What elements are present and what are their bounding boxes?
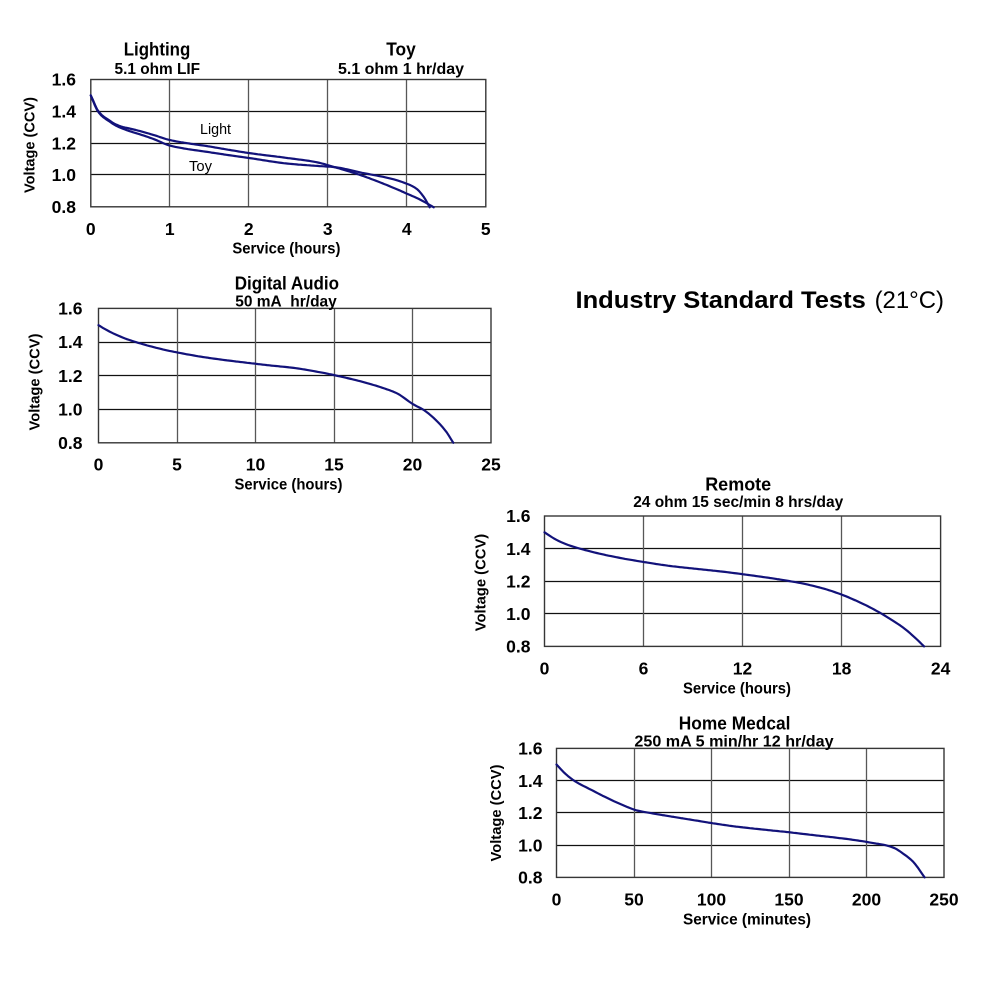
svg-text:0.8: 0.8 xyxy=(506,637,531,657)
svg-text:0.8: 0.8 xyxy=(518,868,543,888)
svg-text:100: 100 xyxy=(697,890,726,910)
svg-text:0: 0 xyxy=(552,890,562,910)
svg-text:1.0: 1.0 xyxy=(518,835,543,855)
svg-text:10: 10 xyxy=(246,454,266,474)
svg-text:Toy: Toy xyxy=(189,159,213,175)
svg-text:1: 1 xyxy=(165,219,175,239)
svg-text:1.2: 1.2 xyxy=(52,133,77,153)
svg-text:5: 5 xyxy=(172,454,182,474)
svg-text:1.4: 1.4 xyxy=(58,332,83,352)
svg-text:3: 3 xyxy=(323,219,333,239)
svg-text:18: 18 xyxy=(832,659,852,679)
svg-text:5.1 ohm 1 hr/day: 5.1 ohm 1 hr/day xyxy=(338,61,464,78)
svg-text:200: 200 xyxy=(852,890,881,910)
svg-text:Voltage (CCV): Voltage (CCV) xyxy=(22,97,39,193)
svg-text:0.8: 0.8 xyxy=(52,197,77,217)
svg-text:25: 25 xyxy=(481,454,501,474)
svg-text:6: 6 xyxy=(639,659,649,679)
svg-text:Service (hours): Service (hours) xyxy=(235,477,343,494)
svg-text:0: 0 xyxy=(540,659,550,679)
svg-text:1.0: 1.0 xyxy=(506,604,531,624)
svg-text:15: 15 xyxy=(324,454,344,474)
svg-text:250 mA 5 min/hr 12 hr/day: 250 mA 5 min/hr 12 hr/day xyxy=(634,733,833,750)
svg-text:Remote: Remote xyxy=(705,474,771,494)
svg-text:Light: Light xyxy=(200,122,231,138)
svg-text:Industry Standard Tests: Industry Standard Tests xyxy=(576,287,866,314)
svg-text:0: 0 xyxy=(94,454,104,474)
svg-text:24: 24 xyxy=(931,659,951,679)
svg-text:Digital Audio: Digital Audio xyxy=(235,274,339,294)
svg-text:20: 20 xyxy=(403,454,423,474)
svg-text:1.4: 1.4 xyxy=(518,771,543,791)
svg-text:50: 50 xyxy=(624,890,644,910)
svg-text:2: 2 xyxy=(244,219,254,239)
svg-text:(21°C): (21°C) xyxy=(875,287,944,314)
svg-text:5.1 ohm LIF: 5.1 ohm LIF xyxy=(115,61,201,78)
svg-text:Voltage (CCV): Voltage (CCV) xyxy=(27,334,44,431)
svg-text:4: 4 xyxy=(402,219,412,239)
svg-text:5: 5 xyxy=(481,219,491,239)
svg-text:1.0: 1.0 xyxy=(58,399,83,419)
svg-text:Voltage (CCV): Voltage (CCV) xyxy=(488,765,505,862)
svg-text:0.8: 0.8 xyxy=(58,433,83,453)
svg-text:1.6: 1.6 xyxy=(52,70,77,90)
svg-text:1.6: 1.6 xyxy=(518,739,543,759)
svg-text:1.6: 1.6 xyxy=(506,506,531,526)
svg-text:Lighting: Lighting xyxy=(124,40,191,60)
svg-text:150: 150 xyxy=(774,890,803,910)
svg-text:Service (minutes): Service (minutes) xyxy=(683,911,811,928)
svg-text:1.0: 1.0 xyxy=(52,165,77,185)
svg-text:Home Medcal: Home Medcal xyxy=(679,714,791,734)
svg-text:1.6: 1.6 xyxy=(58,299,83,319)
svg-text:1.4: 1.4 xyxy=(506,539,531,559)
svg-text:Service (hours): Service (hours) xyxy=(232,241,340,258)
svg-text:24 ohm 15 sec/min 8 hrs/day: 24 ohm 15 sec/min 8 hrs/day xyxy=(633,494,843,511)
svg-text:12: 12 xyxy=(733,659,753,679)
svg-text:50 mA hr/day: 50 mA hr/day xyxy=(235,294,337,311)
svg-text:Voltage (CCV): Voltage (CCV) xyxy=(473,534,490,632)
svg-text:0: 0 xyxy=(86,219,96,239)
svg-text:1.2: 1.2 xyxy=(58,366,83,386)
svg-text:Service (hours): Service (hours) xyxy=(683,680,791,697)
svg-text:250: 250 xyxy=(929,890,958,910)
svg-text:Toy: Toy xyxy=(386,40,416,60)
svg-text:1.2: 1.2 xyxy=(506,571,531,591)
svg-text:1.4: 1.4 xyxy=(52,102,77,122)
svg-text:1.2: 1.2 xyxy=(518,803,543,823)
